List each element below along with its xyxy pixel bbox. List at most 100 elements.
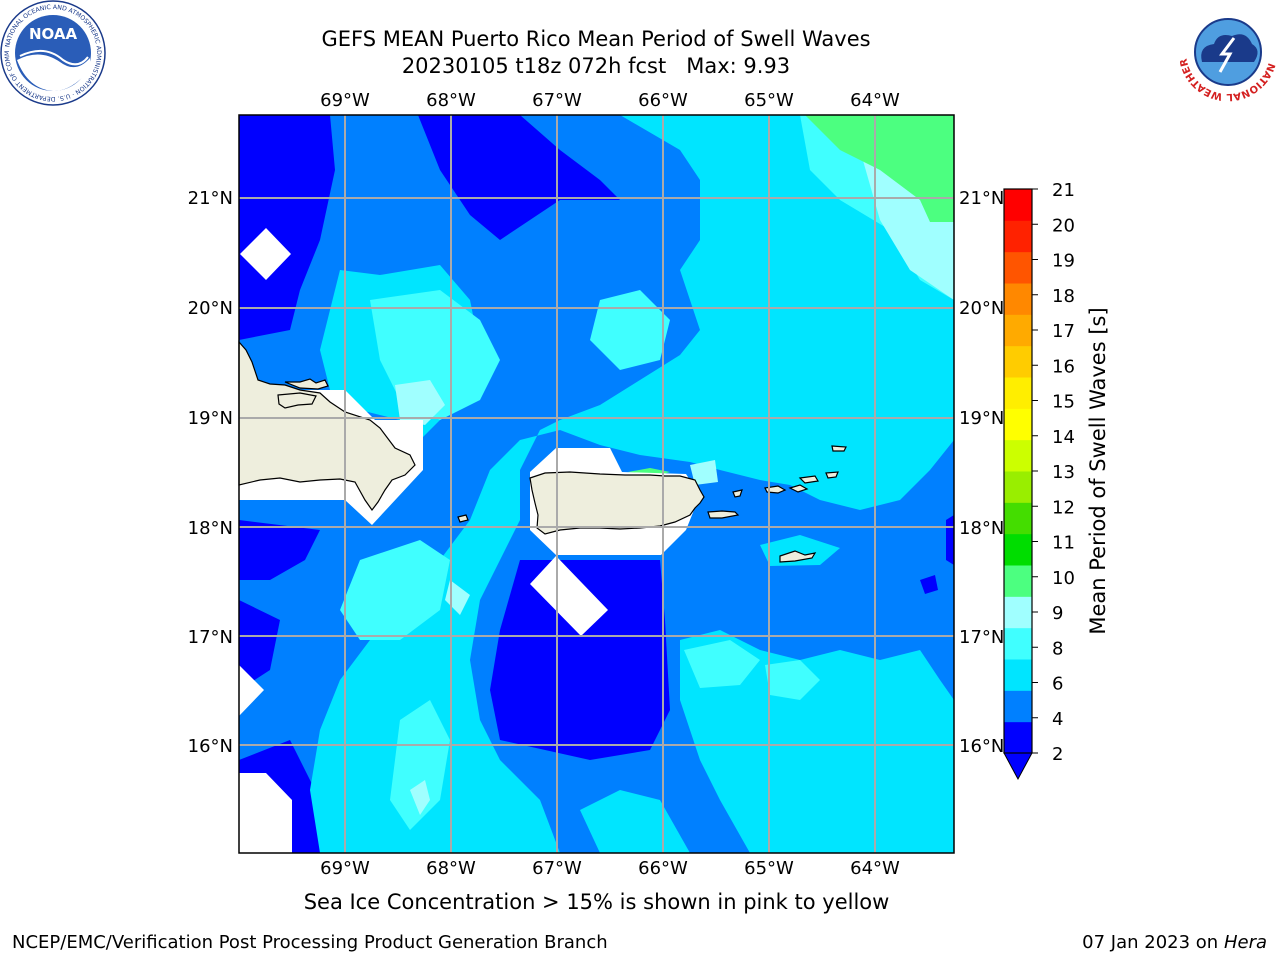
colorbar-label: Mean Period of Swell Waves [s] (1086, 307, 1110, 634)
hispaniola-coast (238, 340, 416, 512)
field-band-2-4 (239, 600, 280, 690)
footer-branch: NCEP/EMC/Verification Post Processing Pr… (12, 932, 608, 953)
field-band-4-6 (680, 630, 954, 853)
colorbar-swatch (1004, 220, 1032, 253)
hispaniola-peninsula (284, 378, 329, 390)
land-masses (238, 340, 847, 563)
lon-label: 65°W (744, 858, 794, 879)
hispaniola-north-islet (277, 392, 317, 409)
lon-label: 64°W (850, 90, 900, 111)
colorbar-swatch (1004, 721, 1032, 754)
lat-label: 21°N (188, 188, 233, 209)
colorbar-swatch (1004, 377, 1032, 409)
colorbar-swatch (1004, 659, 1032, 691)
culebra-islet (732, 489, 743, 498)
lat-label: 17°N (959, 627, 1004, 648)
lat-labels-right: 21°N 20°N 19°N 18°N 17°N 16°N (959, 188, 1004, 757)
st-croix-islet (779, 550, 817, 563)
st-john-islet (788, 484, 809, 493)
lon-labels-bottom: 69°W 68°W 67°W 66°W 65°W 64°W (320, 858, 900, 879)
noaa-logo: NATIONAL OCEANIC AND ATMOSPHERIC ADMINIS… (0, 0, 106, 106)
colorbar-swatch (1004, 189, 1032, 221)
colorbar-swatch (1004, 533, 1032, 566)
no-data-area (239, 773, 292, 853)
colorbar-swatch (1004, 283, 1032, 315)
lat-labels-left: 21°N 20°N 19°N 18°N 17°N 16°N (188, 188, 233, 757)
colorbar-tick-label: 11 (1052, 533, 1075, 554)
colorbar-tick-label: 18 (1052, 286, 1075, 307)
map-frame (238, 114, 955, 854)
puerto-rico-coast (529, 471, 705, 535)
nws-logo: NATIONAL WEATHER SERVICE (1176, 0, 1278, 102)
colorbar-tick-label: 14 (1052, 427, 1075, 448)
field-band-2-4 (920, 575, 938, 594)
colorbar-swatch (1004, 439, 1032, 472)
colorbar-tick-label: 6 (1052, 674, 1063, 695)
colorbar-tick-label: 16 (1052, 356, 1075, 377)
colorbar-swatch (1004, 251, 1032, 284)
colorbar-extend-arrow (1003, 752, 1033, 781)
footer-date-text: 07 Jan 2023 on (1082, 932, 1224, 953)
field-band-6-8 (684, 640, 760, 688)
colorbar-swatch (1004, 345, 1032, 378)
colorbar-tick-label: 21 (1052, 180, 1075, 201)
lat-label: 16°N (188, 736, 233, 757)
lon-label: 68°W (426, 858, 476, 879)
virgin-gorda-islet (825, 471, 839, 479)
anegada-islet (831, 445, 847, 452)
lat-label: 19°N (959, 408, 1004, 429)
colorbar-swatch (1004, 314, 1032, 347)
field-band-2-4 (490, 560, 670, 760)
tortola-islet (798, 475, 819, 484)
field-band-8-9 (410, 780, 430, 815)
lon-label: 66°W (638, 858, 688, 879)
field-band-6-8 (390, 700, 450, 830)
colorbar-tick-label: 12 (1052, 497, 1075, 518)
lon-label: 65°W (744, 90, 794, 111)
map-subtitle: 20230105 t18z 072h fcst Max: 9.93 (401, 54, 791, 78)
colorbar-tick-label: 19 (1052, 251, 1075, 272)
lon-label: 68°W (426, 90, 476, 111)
lat-label: 18°N (188, 518, 233, 539)
colorbar-tick-label: 4 (1052, 709, 1063, 730)
footer-date: 07 Jan 2023 on Hera (1082, 932, 1267, 953)
field-band-8-9 (395, 380, 445, 425)
colorbar: 21 20 19 18 17 16 15 14 13 12 11 10 9 8 6 4 2 Mean Perio… (1003, 180, 1110, 781)
field-band-2-4 (946, 515, 954, 565)
lat-label: 19°N (188, 408, 233, 429)
no-data-area (530, 556, 608, 636)
colorbar-swatch (1004, 565, 1032, 597)
colorbar-tick-label: 9 (1052, 603, 1063, 624)
lat-label: 20°N (188, 298, 233, 319)
colorbar-tick-label: 2 (1052, 744, 1063, 765)
lon-label: 64°W (850, 858, 900, 879)
colorbar-swatch (1004, 471, 1032, 503)
colorbar-swatch (1004, 627, 1032, 660)
colorbar-tick-label: 17 (1052, 321, 1075, 342)
lat-label: 18°N (959, 518, 1004, 539)
graticule (239, 115, 954, 853)
colorbar-swatch (1004, 408, 1032, 441)
field-band-6-8 (765, 660, 820, 700)
vieques-islet (707, 510, 740, 519)
field-band-2-4 (239, 520, 320, 580)
colorbar-swatch (1004, 690, 1032, 723)
lat-label: 16°N (959, 736, 1004, 757)
no-data-area (239, 665, 264, 716)
field-band-8-9 (860, 150, 954, 300)
map-title: GEFS MEAN Puerto Rico Mean Period of Swe… (321, 27, 871, 51)
sea-ice-note: Sea Ice Concentration > 15% is shown in … (303, 890, 890, 914)
field-band-9-10 (805, 115, 954, 222)
field-band-2-4 (418, 115, 620, 240)
svg-text:NOAA: NOAA (29, 25, 78, 43)
colorbar-tick-label: 20 (1052, 215, 1075, 236)
lon-label: 67°W (532, 90, 582, 111)
field-band-8-9 (690, 460, 718, 485)
field-band-4-6 (310, 115, 954, 853)
no-data-area (240, 228, 291, 280)
lon-label: 69°W (320, 90, 370, 111)
field-band-6-8 (590, 290, 670, 370)
footer-host: Hera (1223, 932, 1267, 953)
lon-label: 67°W (532, 858, 582, 879)
